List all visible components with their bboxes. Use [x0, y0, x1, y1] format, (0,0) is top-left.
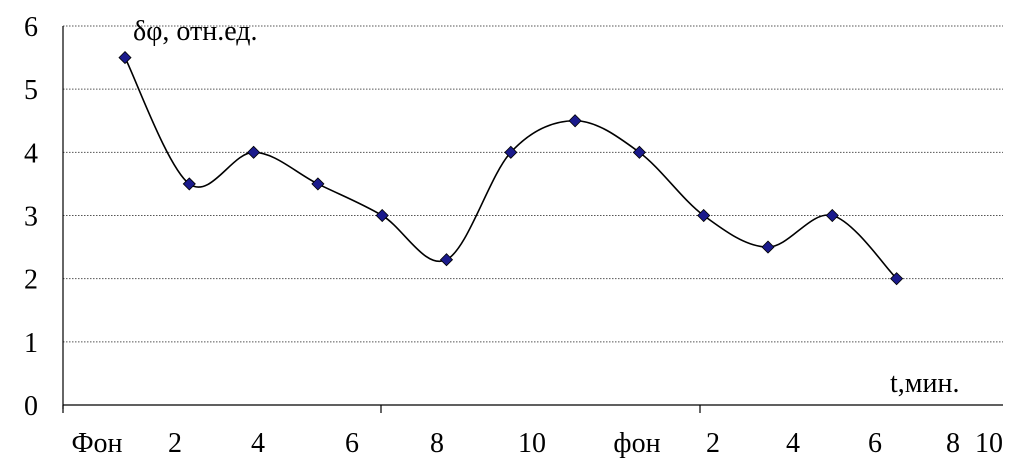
data-point: [311, 177, 325, 191]
data-point: [890, 272, 904, 286]
x-tick-label: 2: [706, 428, 720, 459]
y-tick-label: 1: [24, 328, 38, 359]
series-line: [124, 57, 898, 280]
axes: [62, 26, 1003, 409]
series: [118, 51, 904, 286]
y-tick-labels: 0 1 2 3 4 5 6: [24, 12, 38, 422]
x-axis-title: t,мин.: [890, 368, 959, 399]
y-tick-label: 4: [24, 138, 38, 169]
data-point: [247, 145, 261, 159]
data-point: [375, 208, 389, 223]
y-tick-label: 3: [24, 202, 38, 233]
data-point: [632, 145, 646, 159]
data-point: [182, 177, 196, 191]
x-tick-label: 8: [946, 428, 960, 459]
x-tick-label: 2: [168, 428, 182, 459]
y-tick-label: 0: [24, 391, 38, 422]
x-tick-label: 4: [251, 428, 265, 459]
data-point: [697, 208, 711, 223]
x-tick-label: 10: [975, 428, 1003, 459]
x-tick-label: 8: [430, 428, 444, 459]
gridlines: [63, 25, 1003, 343]
data-point: [825, 208, 839, 223]
data-point: [439, 253, 454, 267]
data-point: [504, 145, 518, 159]
x-tick-labels: Фон 2 4 6 8 10 фон 2 4 6 8 10: [62, 405, 1003, 459]
x-tick-label: 6: [868, 428, 882, 459]
y-tick-label: 2: [24, 265, 38, 296]
data-point: [761, 240, 775, 254]
y-tick-label: 6: [24, 12, 38, 43]
y-axis-title: δφ, отн.ед.: [133, 16, 258, 47]
x-tick-label: фон: [613, 428, 660, 459]
x-tick-label: Фон: [71, 428, 122, 459]
x-tick-label: 6: [345, 428, 359, 459]
data-point: [118, 51, 132, 65]
x-tick-label: 4: [786, 428, 800, 459]
data-point: [568, 114, 582, 128]
x-tick-label: 10: [518, 428, 546, 459]
y-tick-label: 5: [24, 75, 38, 106]
